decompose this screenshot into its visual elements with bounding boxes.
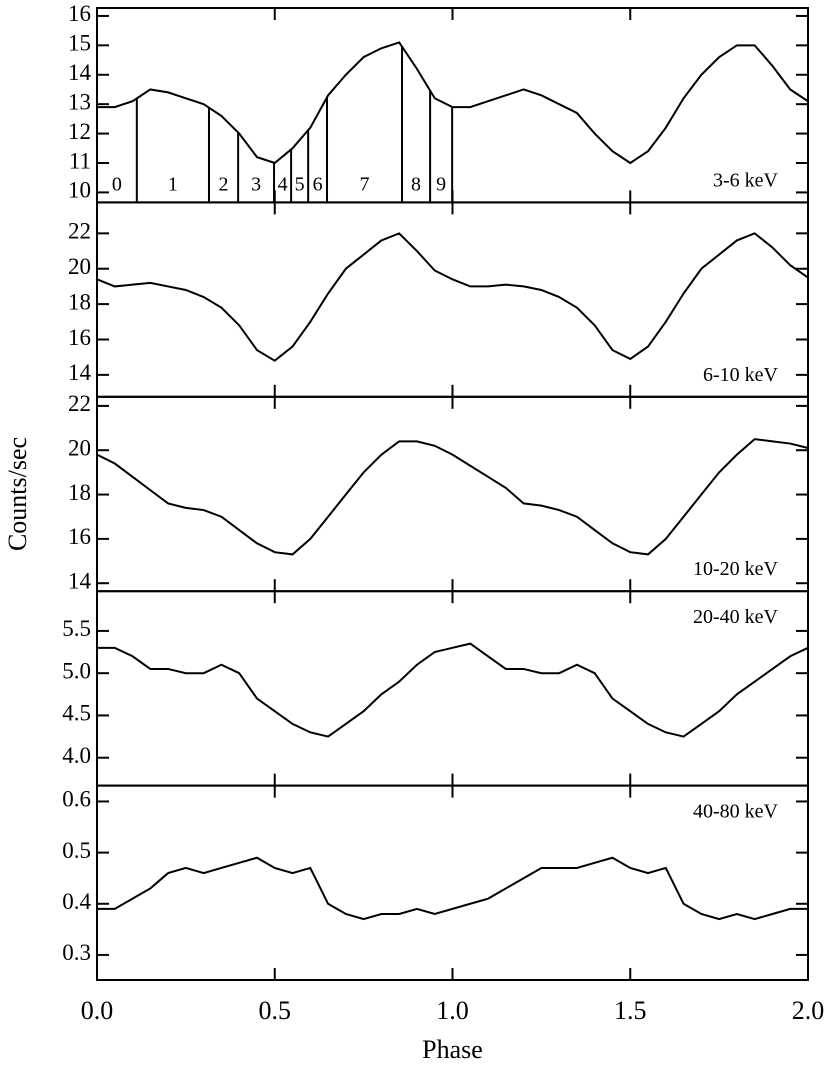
x-axis-label: Phase [422,1035,483,1064]
phase-bin-label: 1 [168,173,178,195]
y-axis-label: Counts/sec [3,437,32,551]
phase-bin-label: 3 [251,173,261,195]
y-tick-label: 16 [68,524,91,549]
phase-bin-label: 5 [295,173,305,195]
panel-label: 40-80 keV [693,801,779,823]
y-tick-label: 20 [68,436,91,461]
y-tick-label: 14 [68,569,92,594]
y-tick-label: 20 [68,254,91,279]
y-tick-label: 5.5 [62,616,91,641]
y-tick-label: 14 [68,60,92,85]
y-tick-label: 0.5 [62,838,91,863]
profile-line [97,856,808,921]
y-tick-label: 12 [68,119,91,144]
panel-frame [96,201,809,398]
y-tick-label: 22 [68,391,91,416]
y-tick-label: 0.3 [62,940,91,965]
y-tick-label: 18 [68,289,91,314]
y-tick-label: 16 [68,1,91,26]
phase-bin-label: 2 [219,173,229,195]
phase-bin-label: 9 [436,173,446,195]
phase-bin-label: 8 [411,173,421,195]
y-tick-label: 16 [68,325,91,350]
y-tick-label: 4.5 [62,701,91,726]
x-tick-label: 1.0 [436,996,469,1025]
phase-bin-label: 7 [360,173,370,195]
panel-label: 6-10 keV [703,364,779,386]
panel-label: 3-6 keV [713,169,779,191]
panel-label: 20-40 keV [693,606,779,628]
x-tick-label: 0.0 [81,996,114,1025]
profile-line [97,642,809,738]
y-tick-label: 15 [68,31,91,56]
x-tick-label: 0.5 [259,996,292,1025]
y-tick-label: 18 [68,480,91,505]
y-tick-label: 4.0 [62,743,91,768]
y-tick-label: 14 [68,360,92,385]
panel-frame [96,784,809,981]
y-tick-label: 0.4 [62,889,91,914]
y-tick-label: 10 [68,178,91,203]
panel-label: 10-20 keV [693,558,779,580]
phase-bin-label: 4 [278,173,288,195]
profile-line [96,232,809,362]
x-tick-label: 2.0 [792,996,825,1025]
y-tick-label: 0.6 [62,787,91,812]
phase-bin-label: 0 [112,173,122,195]
x-tick-label: 1.5 [614,996,647,1025]
phase-bin-label: 6 [313,173,323,195]
y-tick-label: 5.0 [62,658,91,683]
y-tick-label: 13 [68,89,91,114]
y-tick-label: 11 [69,148,91,173]
profile-line [96,438,809,556]
y-tick-label: 22 [68,219,91,244]
